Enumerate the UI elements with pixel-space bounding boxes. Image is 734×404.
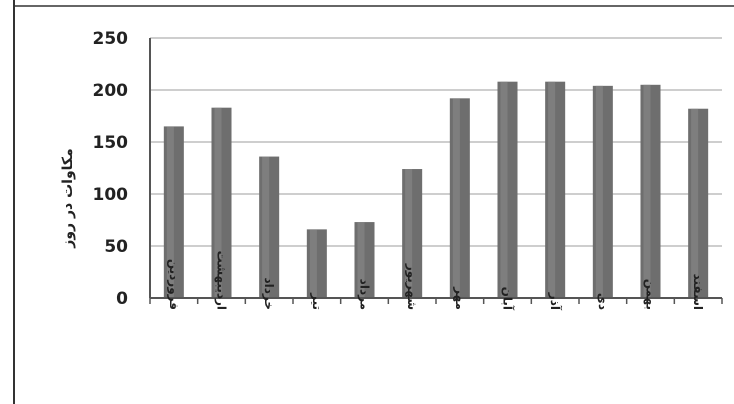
bar-highlight <box>214 107 222 299</box>
bar-highlight <box>548 81 556 299</box>
x-tick-label: آبان <box>501 287 516 311</box>
bar <box>592 85 613 298</box>
bar-highlight <box>452 98 460 298</box>
bar <box>306 229 327 298</box>
bar <box>640 84 661 298</box>
y-tick-label: 250 <box>93 29 129 49</box>
bar <box>402 169 423 298</box>
x-tick-label: بهمن <box>644 279 658 310</box>
bar-highlight <box>643 84 651 298</box>
bar-highlight <box>500 81 508 299</box>
x-tick-label: دی <box>596 293 610 310</box>
y-tick-labels: 0 50 100 150 200 250 <box>93 29 129 309</box>
bar <box>497 81 518 299</box>
bar-highlight <box>595 85 603 298</box>
bar <box>211 107 232 299</box>
x-tick-labels: فروردین اردیبهشت خرداد تیر مرداد شهریور مهر آبا… <box>166 251 705 311</box>
bar-highlight <box>357 222 365 298</box>
x-tick-label: مرداد <box>358 279 372 310</box>
y-tick-label: 100 <box>93 185 129 205</box>
x-tick-label: آذر <box>548 292 563 311</box>
bar-highlight <box>309 229 317 298</box>
bar <box>259 156 280 298</box>
bar <box>354 222 375 298</box>
bar-highlight <box>262 156 270 298</box>
y-tick-label: 150 <box>93 133 129 153</box>
bar <box>163 126 184 299</box>
x-tick-label: اسفند <box>691 274 705 310</box>
x-tick-label: فروردین <box>166 259 181 310</box>
bar <box>545 81 566 299</box>
bar-highlight <box>166 126 174 299</box>
bar <box>449 98 470 298</box>
axes <box>149 38 723 304</box>
x-tick-label: تیر <box>310 292 324 310</box>
y-tick-label: 0 <box>116 289 128 309</box>
bar-highlight <box>691 108 699 298</box>
x-tick-label: خرداد <box>262 277 276 310</box>
x-tick-label: اردیبهشت <box>215 251 229 310</box>
bars <box>163 81 709 299</box>
y-tick-label: 200 <box>93 81 129 101</box>
gridlines <box>150 37 722 299</box>
x-tick-label: مهر <box>453 286 467 310</box>
bar <box>688 108 709 298</box>
y-tick-label: 50 <box>104 237 128 257</box>
bar-highlight <box>405 169 413 298</box>
x-tick-label: شهریور <box>404 263 419 310</box>
y-axis-title: مکاوات در روز <box>60 148 76 248</box>
